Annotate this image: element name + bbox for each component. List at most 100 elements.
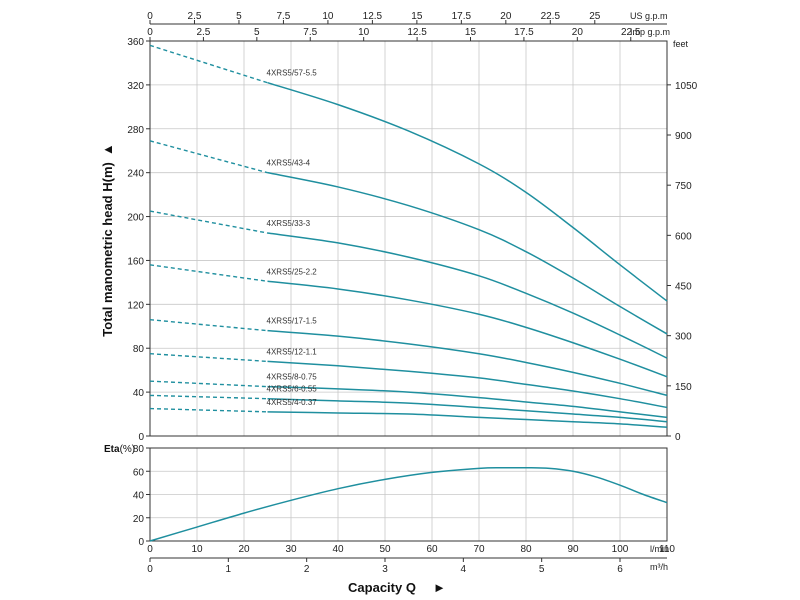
eta-y-tick-label: 20: [133, 514, 145, 525]
curve-dashed-segment: [149, 140, 268, 174]
head-axis-title: Total manometric head H(m) ▲: [100, 143, 115, 336]
curve-dashed-segment: [149, 353, 268, 363]
usgpm-tick-label: 17.5: [452, 11, 472, 22]
feet-unit-label: feet: [673, 39, 689, 49]
head-chart-frame: [149, 40, 668, 437]
curve-label: 4XRS5/25-2.2: [267, 267, 318, 276]
eta-y-tick-label: 0: [138, 537, 144, 548]
impgpm-tick-label: 22.5: [621, 27, 641, 38]
m3h-tick-label: 3: [382, 564, 388, 575]
head-axis-title-text: Total manometric head H(m): [100, 162, 115, 337]
usgpm-tick-label: 12.5: [363, 11, 383, 22]
curve-label: 4XRS5/6-0.55: [267, 385, 318, 394]
eta-curve-line: [149, 466, 668, 542]
curve-4xrs5-17-1-5: 4XRS5/17-1.5: [149, 317, 668, 397]
curve-dashed-segment: [149, 210, 268, 234]
curve-label: 4XRS5/4-0.37: [267, 398, 318, 407]
m3h-tick-label: 4: [461, 564, 467, 575]
curve-solid-segment: [267, 411, 668, 428]
feet-y-tick-label: 900: [675, 131, 692, 142]
lpm-tick-label: 0: [147, 544, 153, 555]
curve-solid-segment: [267, 81, 668, 302]
gpm-axis-ticks: 0 2.5 5 7.5 10 12.5 15 17.5 20 22.5 250 2.5 5 7.5 10 12…: [147, 11, 667, 41]
eta-axis-ticks: 0 20 40 60 80: [133, 444, 150, 548]
eta-curve: [149, 466, 668, 542]
head-y-tick-label: 120: [127, 300, 144, 311]
curve-solid-segment: [267, 171, 668, 335]
curve-4xrs5-25-2-2: 4XRS5/25-2.2: [149, 264, 668, 378]
feet-y-tick-label: 300: [675, 332, 692, 343]
curve-4xrs5-57-5-5: 4XRS5/57-5.5: [149, 44, 668, 302]
curve-dashed-segment: [149, 264, 268, 282]
curve-label: 4XRS5/12-1.1: [267, 347, 318, 356]
usgpm-tick-label: 2.5: [188, 11, 202, 22]
curve-4xrs5-12-1-1: 4XRS5/12-1.1: [149, 347, 668, 409]
usgpm-tick-label: 20: [500, 11, 512, 22]
feet-y-tick-label: 750: [675, 181, 692, 192]
impgpm-tick-label: 17.5: [514, 27, 534, 38]
lpm-tick-label: 30: [285, 544, 297, 555]
usgpm-tick-label: 10: [322, 11, 334, 22]
curve-label: 4XRS5/8-0.75: [267, 373, 318, 382]
impgpm-tick-label: 2.5: [196, 27, 210, 38]
usgpm-unit-label: US g.p.m: [630, 11, 668, 21]
lpm-tick-label: 60: [426, 544, 438, 555]
m3h-tick-label: 1: [226, 564, 232, 575]
curve-solid-segment: [267, 360, 668, 409]
feet-y-tick-label: 0: [675, 432, 681, 443]
curve-solid-segment: [267, 397, 668, 423]
curve-solid-segment: [267, 385, 668, 419]
lpm-tick-label: 80: [520, 544, 532, 555]
head-y-tick-label: 240: [127, 169, 144, 180]
feet-y-tick-label: 450: [675, 282, 692, 293]
capacity-axis-arrow: ►: [433, 580, 446, 595]
head-axis-ticks: 0 40 80 120 160 200 240 280 320 360 0 150 300 450 600 7…: [127, 37, 697, 443]
head-chart-grid: [150, 41, 667, 436]
m3h-tick-label: 5: [539, 564, 545, 575]
curve-4xrs5-4-0-37: 4XRS5/4-0.37: [149, 398, 668, 428]
curve-4xrs5-33-3: 4XRS5/33-3: [149, 210, 668, 359]
usgpm-tick-label: 15: [411, 11, 423, 22]
lpm-unit-label: l/min: [650, 544, 669, 554]
curve-4xrs5-8-0-75: 4XRS5/8-0.75: [149, 373, 668, 419]
head-y-tick-label: 80: [133, 344, 145, 355]
eta-axis-label-unit: (%): [120, 444, 136, 455]
lpm-tick-label: 110: [659, 544, 675, 555]
eta-y-tick-label: 80: [133, 444, 145, 455]
curve-4xrs5-43-4: 4XRS5/43-4: [149, 140, 668, 335]
head-y-tick-label: 280: [127, 125, 144, 136]
feet-y-tick-label: 150: [675, 382, 692, 393]
curve-dashed-segment: [149, 44, 268, 84]
usgpm-tick-label: 5: [236, 11, 242, 22]
head-curves: 4XRS5/57-5.5 4XRS5/43-4 4XRS5/33-3 4XRS5/25…: [149, 44, 668, 428]
eta-chart-grid: [150, 448, 667, 541]
head-y-tick-label: 200: [127, 213, 144, 224]
impgpm-tick-label: 20: [572, 27, 584, 38]
lpm-tick-label: 70: [473, 544, 485, 555]
curve-solid-segment: [267, 232, 668, 359]
curve-label: 4XRS5/43-4: [267, 159, 311, 168]
head-y-tick-label: 0: [138, 432, 144, 443]
head-y-tick-label: 160: [127, 256, 144, 267]
capacity-axis-ticks: 0 10 20 30 40 50 60 70 80 90 100 110 0 1 2 3 4 5 6: [147, 544, 675, 575]
impgpm-tick-label: 10: [358, 27, 370, 38]
impgpm-unit-label: Imp g.p.m: [630, 27, 670, 37]
lpm-tick-label: 90: [567, 544, 579, 555]
lpm-tick-label: 10: [191, 544, 203, 555]
impgpm-tick-label: 5: [254, 27, 260, 38]
eta-y-tick-label: 40: [133, 491, 145, 502]
m3h-tick-label: 6: [617, 564, 623, 575]
curve-label: 4XRS5/17-1.5: [267, 317, 318, 326]
m3h-unit-label: m³/h: [650, 562, 668, 572]
head-y-tick-label: 320: [127, 81, 144, 92]
curve-dashed-segment: [149, 380, 268, 388]
impgpm-tick-label: 0: [147, 27, 153, 38]
curve-dashed-segment: [149, 407, 268, 413]
curve-label: 4XRS5/57-5.5: [267, 69, 318, 78]
curve-dashed-segment: [149, 394, 268, 400]
impgpm-tick-label: 15: [465, 27, 477, 38]
head-y-tick-label: 40: [133, 388, 145, 399]
usgpm-tick-label: 7.5: [276, 11, 290, 22]
m3h-tick-label: 0: [147, 564, 153, 575]
